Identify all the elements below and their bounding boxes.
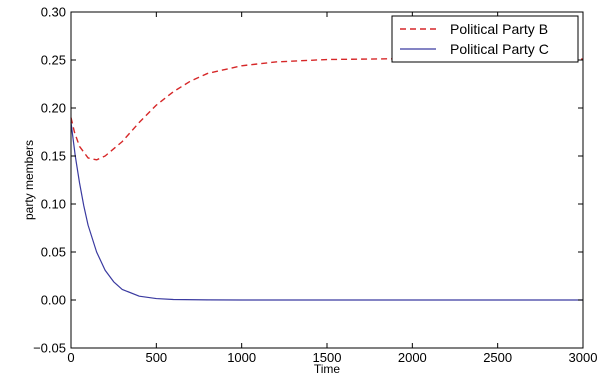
y-tick-label: 0.05 [41,245,66,260]
y-tick-label: 0.25 [41,53,66,68]
legend: Political Party B Political Party C [391,15,579,63]
y-tick-label: 0.30 [41,5,66,20]
series-line-party-c [70,122,583,301]
y-tick-label: 0.00 [41,293,66,308]
x-tick-label: 0 [67,350,74,365]
x-tick-label: 3000 [569,350,598,365]
axis-ticks: 0 500 1000 1500 2000 2500 3000 −0.05 0.00 0.05 0.1… [33,5,597,366]
legend-label-party-c: Political Party C [450,41,549,57]
legend-label-party-b: Political Party B [450,21,548,37]
y-tick-label: 0.10 [41,197,66,212]
legend-box [391,15,579,63]
x-tick-label: 2000 [398,350,427,365]
y-axis-label: party members [22,140,36,220]
x-tick-label: 500 [145,350,167,365]
x-tick-label: 1000 [227,350,256,365]
y-tick-label: −0.05 [33,341,66,356]
series-line-party-b [70,57,584,161]
x-tick-label: 1500 [313,350,342,365]
y-tick-label: 0.15 [41,149,66,164]
x-tick-label: 2500 [483,350,512,365]
x-axis-label: Time [314,362,341,376]
y-tick-label: 0.20 [41,101,66,116]
